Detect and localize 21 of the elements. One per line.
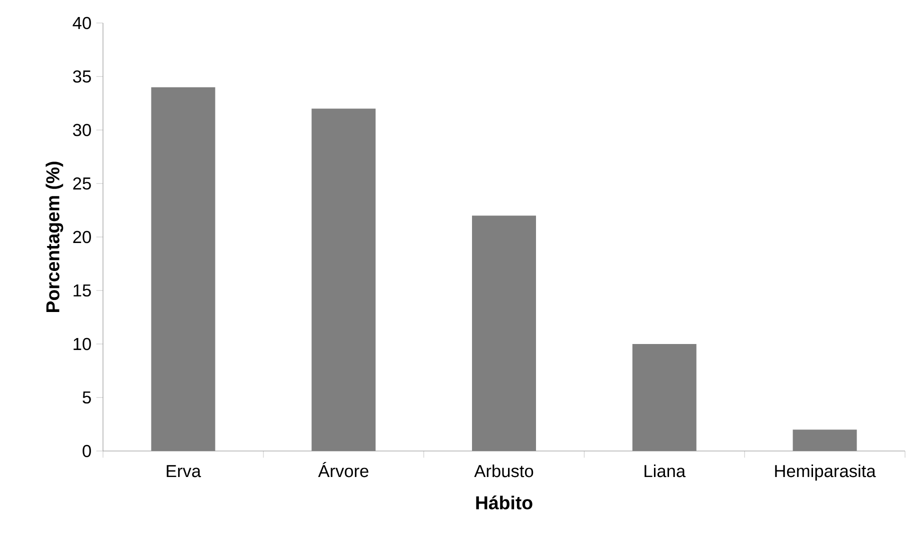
x-tick-label: Arbusto (474, 464, 534, 478)
bar (632, 344, 696, 451)
y-axis-title: Porcentagem (%) (46, 162, 64, 312)
y-tick-label: 30 (73, 124, 91, 136)
x-tick-label: Liana (644, 464, 686, 478)
y-tick-label: 25 (73, 177, 91, 190)
y-tick-label: 40 (72, 16, 91, 30)
x-tick-label: Hemiparasita (775, 464, 876, 481)
bar (151, 87, 216, 451)
x-tick-label: Erva (166, 465, 202, 478)
y-tick-label: 15 (74, 284, 91, 297)
y-tick-label: 10 (74, 338, 91, 350)
y-tick-label: 5 (82, 391, 91, 404)
x-axis-title: Hábito (476, 496, 532, 510)
bar (312, 108, 376, 451)
bar (472, 216, 536, 451)
y-tick-label: 35 (73, 70, 91, 83)
y-tick-label: 0 (82, 444, 91, 458)
bar (792, 430, 857, 451)
y-tick-label: 20 (73, 230, 91, 244)
x-tick-label: Árvore (318, 462, 368, 478)
